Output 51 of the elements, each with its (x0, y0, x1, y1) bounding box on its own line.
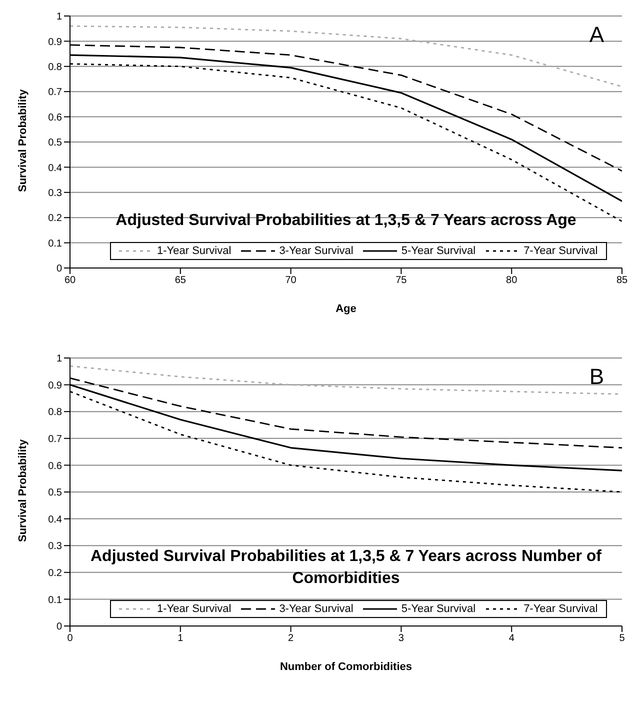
legend-label: 7-Year Survival (524, 245, 598, 257)
y-tick-label: 0.7 (48, 87, 62, 98)
y-tick-label: 0.8 (48, 407, 62, 418)
y-tick-label: 1 (56, 12, 62, 23)
x-tick-label: 3 (398, 633, 404, 644)
x-tick-label: 60 (64, 275, 76, 286)
y-tick-label: 0.9 (48, 380, 62, 392)
y-tick-label: 0.5 (48, 488, 62, 499)
x-tick-label: 85 (616, 275, 628, 286)
y-tick-label: 0.1 (48, 238, 62, 250)
y-tick-label: 0.5 (48, 138, 62, 149)
legend-label: 3-Year Survival (279, 603, 354, 615)
x-tick-label: 2 (288, 633, 294, 644)
x-tick-label: 80 (506, 275, 518, 286)
y-tick-label: 0.2 (48, 568, 62, 579)
y-tick-label: 0.2 (48, 213, 62, 224)
legend-label: 5-Year Survival (401, 245, 476, 257)
x-tick-label: 1 (178, 633, 184, 644)
text: Adjusted Survival Probabilities at 1,3,5 & 7 Years across Age (114, 211, 578, 231)
x-tick-label: 75 (396, 275, 408, 286)
legend-label: 1-Year Survival (157, 245, 232, 257)
y-tick-label: 0.6 (48, 112, 62, 124)
x-tick-label: 0 (67, 633, 74, 644)
annotation: A (589, 22, 604, 48)
y-tick-label: 0.4 (48, 514, 62, 526)
y-tick-label: 0.6 (48, 460, 62, 472)
x-axis-title: Age (336, 303, 356, 315)
y-tick-label: 0 (56, 264, 62, 275)
x-tick-label: 4 (508, 633, 515, 644)
legend-label: 7-Year Survival (524, 603, 598, 615)
y-tick-label: 0.7 (48, 434, 62, 445)
x-tick-label: 5 (619, 633, 626, 644)
x-tick-label: 65 (174, 275, 186, 286)
y-axis-title: Survival Probability (16, 88, 29, 192)
y-tick-label: 0.3 (48, 188, 62, 199)
line-series (70, 25, 622, 88)
legend-label: 5-Year Survival (401, 603, 476, 615)
y-tick-label: 0.4 (48, 162, 62, 174)
legend-label: 3-Year Survival (279, 245, 354, 257)
x-tick-label: 70 (285, 275, 297, 286)
y-axis-title: Survival Probability (16, 438, 29, 542)
y-tick-label: 1 (56, 354, 62, 365)
y-tick-label: 0.9 (48, 36, 62, 48)
y-tick-label: 0.8 (48, 62, 62, 73)
y-tick-label: 0.3 (48, 541, 62, 552)
y-tick-label: 0 (56, 622, 62, 633)
text: Adjusted Survival Probabilities at 1,3,5 & 7 Years across Number of Comorbidities (90, 547, 602, 589)
y-tick-label: 0.1 (48, 594, 62, 606)
annotation: B (589, 364, 604, 390)
legend-label: 1-Year Survival (157, 603, 232, 615)
x-axis-title: Number of Comorbidities (280, 661, 412, 673)
